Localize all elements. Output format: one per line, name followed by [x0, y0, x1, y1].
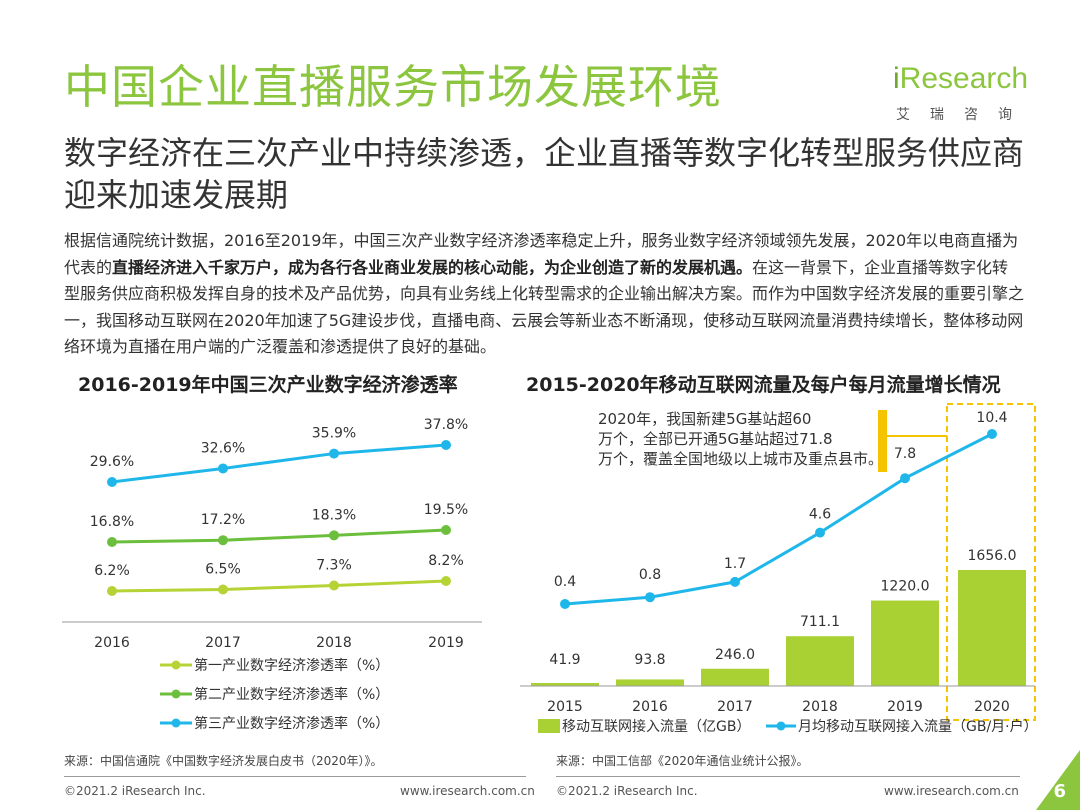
- data-point: [218, 584, 228, 595]
- line-point: [987, 429, 997, 439]
- legend-bar-label: 移动互联网接入流量（亿GB）: [562, 718, 750, 735]
- x-tick-label: 2020: [974, 699, 1010, 715]
- legend-label: 第一产业数字经济渗透率（%）: [194, 657, 389, 674]
- data-label: 37.8%: [424, 417, 468, 433]
- x-tick-label: 2018: [802, 699, 838, 715]
- footer-url-right: www.iresearch.com.cn: [884, 784, 1019, 798]
- bar: [616, 679, 684, 686]
- bar-value-label: 246.0: [715, 647, 755, 663]
- data-point: [441, 525, 451, 535]
- x-tick-label: 2017: [205, 635, 241, 651]
- bar-value-label: 1656.0: [968, 548, 1017, 564]
- data-label: 18.3%: [312, 507, 356, 523]
- bar-value-label: 1220.0: [881, 579, 930, 595]
- right-chart-title: 2015-2020年移动互联网流量及每户每月流量增长情况: [526, 374, 1001, 396]
- data-label: 17.2%: [201, 512, 245, 528]
- line-value-label: 7.8: [894, 446, 916, 462]
- data-point: [218, 535, 228, 546]
- bar: [958, 570, 1026, 686]
- line-value-label: 10.4: [976, 410, 1007, 426]
- legend-label: 第二产业数字经济渗透率（%）: [194, 686, 389, 703]
- x-tick-label: 2015: [547, 699, 583, 715]
- logo-subtitle: 艾瑞咨询: [896, 107, 1032, 123]
- legend-swatch-dot: [171, 660, 181, 670]
- bar-value-label: 41.9: [549, 652, 580, 668]
- series-line-2: [111, 528, 447, 544]
- left-line-chart: 29.6% 32.6% 35.9% 37.8% 16.8% 17.2% 18.3% 19.5%…: [62, 417, 482, 732]
- annotation-text: 2020年，我国新建5G基站超60 万个，全部已开通5G基站超过71.8 万个，覆盖…: [598, 410, 883, 468]
- footer-copyright-right: ©2021.2 iResearch Inc.: [556, 784, 698, 798]
- line-point: [645, 592, 655, 603]
- data-point: [107, 586, 117, 596]
- data-label: 32.6%: [201, 440, 245, 456]
- body-paragraph: 根据信通院统计数据，2016至2019年，中国三次产业数字经济渗透率稳定上升，服…: [64, 231, 1025, 356]
- logo-wordmark: iResearch: [893, 62, 1029, 95]
- legend-line-dot: [776, 721, 786, 731]
- bar: [531, 683, 599, 686]
- legend-bar-swatch: [538, 719, 560, 733]
- annotation-marker: [878, 410, 887, 472]
- footer-url-left: www.iresearch.com.cn: [400, 784, 535, 798]
- data-label: 8.2%: [428, 553, 464, 569]
- data-label: 6.5%: [205, 562, 241, 578]
- data-point: [107, 537, 117, 547]
- bar: [786, 636, 854, 686]
- line-value-label: 4.6: [809, 507, 831, 523]
- data-label: 19.5%: [424, 502, 468, 518]
- page-number: 6: [1053, 781, 1066, 802]
- body-highlight: 直播经济进入千家万户，成为各行各业商业发展的核心动能，为企业创造了新的发展机遇。: [112, 257, 753, 277]
- data-point: [107, 477, 117, 487]
- data-point: [329, 448, 339, 459]
- legend-swatch-dot: [171, 689, 181, 699]
- footer-divider-right: [556, 776, 1020, 777]
- x-tick-label: 2019: [428, 635, 464, 651]
- x-tick-label: 2016: [632, 699, 668, 715]
- bar-value-label: 711.1: [800, 614, 840, 630]
- iresearch-logo: iResearch 艾瑞咨询: [893, 60, 1033, 126]
- data-point: [218, 463, 228, 474]
- line-point: [815, 527, 825, 538]
- bar: [871, 600, 939, 686]
- footer-copyright-left: ©2021.2 iResearch Inc.: [64, 784, 206, 798]
- left-chart-title: 2016-2019年中国三次产业数字经济渗透率: [78, 374, 458, 396]
- line-value-label: 1.7: [724, 556, 746, 572]
- footer-divider-left: [64, 776, 526, 777]
- line-point: [560, 599, 570, 609]
- series-line-1: [111, 579, 447, 593]
- left-source-note: 来源：中国信通院《中国数字经济发展白皮书（2020年）》。: [64, 754, 383, 768]
- data-point: [329, 580, 339, 591]
- page-corner-decoration: [1036, 750, 1080, 810]
- line-series: [564, 432, 993, 606]
- x-tick-label: 2018: [316, 635, 352, 651]
- data-point: [441, 440, 451, 450]
- right-source-note: 来源：中国工信部《2020年通信业统计公报》。: [556, 754, 809, 768]
- page-title: 中国企业直播服务市场发展环境: [64, 60, 722, 114]
- data-label: 29.6%: [90, 454, 134, 470]
- bar-value-label: 93.8: [634, 652, 665, 668]
- legend-label: 第三产业数字经济渗透率（%）: [194, 715, 389, 732]
- bar: [701, 668, 769, 686]
- x-tick-label: 2017: [717, 699, 753, 715]
- data-label: 6.2%: [94, 563, 130, 579]
- line-point: [900, 473, 910, 484]
- highlight-2020-box: [946, 403, 1036, 721]
- page-subtitle: 数字经济在三次产业中持续渗透，企业直播等数字化转型服务供应商迎来加速发展期: [64, 134, 1025, 214]
- data-point: [329, 530, 339, 541]
- data-label: 16.8%: [90, 514, 134, 530]
- x-tick-label: 2019: [887, 699, 923, 715]
- data-label: 35.9%: [312, 426, 356, 442]
- line-value-label: 0.4: [554, 574, 576, 590]
- data-point: [441, 576, 451, 586]
- line-value-label: 0.8: [639, 567, 661, 583]
- line-point: [730, 576, 740, 587]
- data-label: 7.3%: [316, 558, 352, 574]
- right-combo-chart: 41.9 93.8 246.0 711.1 1220.0 1656.0 0.4 0.8 1.7 4…: [520, 403, 1038, 735]
- series-line-3: [111, 443, 447, 484]
- x-tick-label: 2016: [94, 635, 130, 651]
- legend-line-label: 月均移动互联网接入流量（GB/月·户）: [798, 718, 1038, 735]
- legend-swatch-dot: [171, 718, 181, 728]
